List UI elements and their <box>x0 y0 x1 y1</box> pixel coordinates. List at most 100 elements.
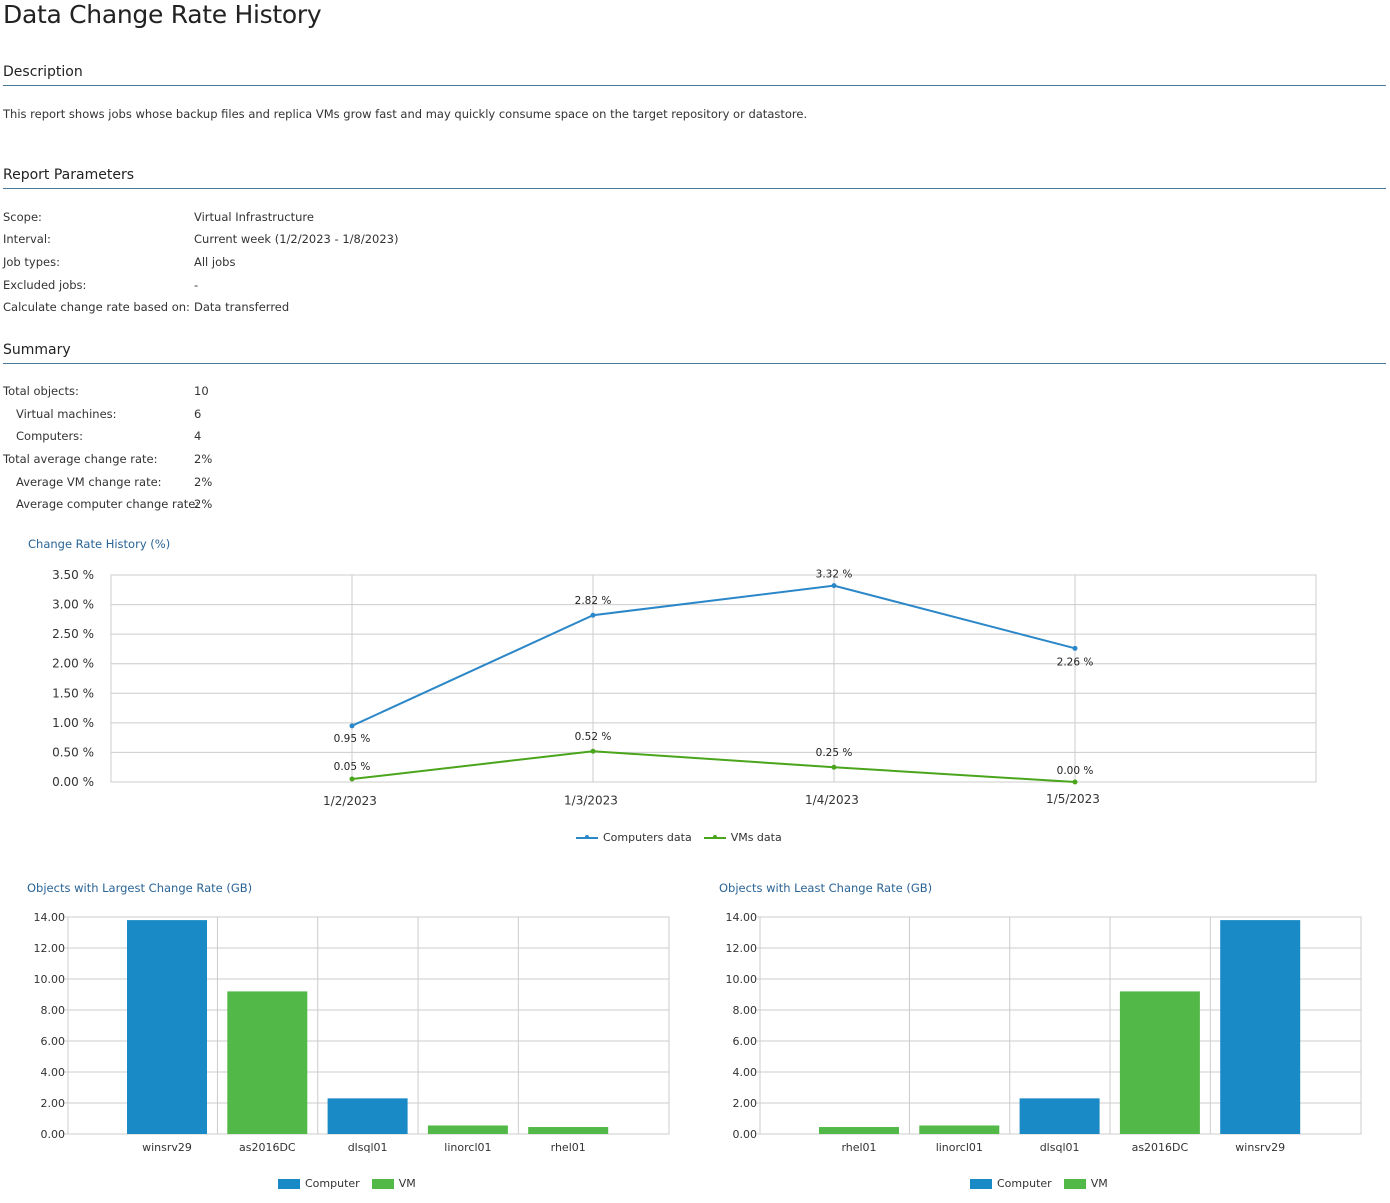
bar-dlsql01 <box>327 1098 408 1134</box>
summary-value-average-vm-change-rate: 2% <box>194 475 213 489</box>
data-point <box>349 776 355 782</box>
legend-label-vms-data: VMs data <box>730 831 782 844</box>
summary-label-total-objects: Total objects: <box>3 384 79 398</box>
data-point <box>831 583 837 589</box>
y-tick-label: 8.00 <box>733 1004 758 1017</box>
legend-item-vm: VM <box>371 1177 416 1190</box>
data-label: 0.52 % <box>575 731 612 743</box>
y-tick-label: 2.00 <box>733 1097 758 1110</box>
summary-heading: Summary <box>3 342 1386 364</box>
y-tick-label: 12.00 <box>726 942 758 955</box>
y-tick-label: 6.00 <box>41 1035 66 1048</box>
legend-swatch-vm <box>371 1178 394 1189</box>
param-value-job-types: All jobs <box>194 255 236 269</box>
legend-label-computers-data: Computers data <box>603 831 692 844</box>
data-point <box>590 612 596 618</box>
param-label-interval: Interval: <box>3 232 51 246</box>
legend-label-computer: Computer <box>997 1177 1052 1190</box>
y-tick-label: 4.00 <box>733 1066 758 1079</box>
param-value-interval: Current week (1/2/2023 - 1/8/2023) <box>194 232 399 246</box>
data-label: 3.32 % <box>816 569 853 581</box>
least-chart-legend: Computer VM <box>970 1177 1120 1190</box>
bar-rhel01 <box>528 1127 609 1134</box>
summary-value-virtual-machines: 6 <box>194 407 202 421</box>
x-tick-label: rhel01 <box>841 1141 876 1154</box>
y-tick-label: 0.00 % <box>52 775 94 789</box>
legend-item-computer: Computer <box>970 1177 1052 1190</box>
least-change-rate-chart: 0.00 2.00 4.00 6.00 8.00 10.00 12.00 14.00 rhel0… <box>726 911 1362 1154</box>
param-value-change-rate-basis: Data transferred <box>194 300 290 314</box>
bar-winsrv29 <box>127 920 207 1134</box>
legend-item-vm: VM <box>1063 1177 1108 1190</box>
y-tick-label: 14.00 <box>726 911 758 924</box>
x-tick-label: winsrv29 <box>142 1141 192 1154</box>
y-tick-label: 12.00 <box>34 942 66 955</box>
bar-rhel01 <box>819 1127 899 1134</box>
param-value-scope: Virtual Infrastructure <box>194 210 314 224</box>
legend-label-vm: VM <box>398 1177 416 1190</box>
series-line-computers-data <box>351 584 1076 727</box>
summary-value-average-computer-change-rate: 2% <box>194 497 213 511</box>
page-title: Data Change Rate History <box>3 0 322 29</box>
line-chart-title: Change Rate History (%) <box>28 537 171 551</box>
y-tick-label: 14.00 <box>34 911 66 924</box>
bar-linorcl01 <box>919 1125 1000 1134</box>
summary-label-average-computer-change-rate: Average computer change rate: <box>16 497 200 511</box>
summary-label-computers: Computers: <box>16 429 84 443</box>
plot-frame <box>110 574 1317 783</box>
y-tick-label: 3.50 % <box>52 568 94 582</box>
param-label-job-types: Job types: <box>3 255 60 269</box>
data-point <box>590 748 596 754</box>
x-tick-label: 1/2/2023 <box>323 794 377 808</box>
data-point <box>349 723 355 729</box>
bar-winsrv29 <box>1220 920 1301 1134</box>
y-tick-label: 1.50 % <box>52 686 94 700</box>
description-text: This report shows jobs whose backup file… <box>3 107 808 121</box>
param-label-scope: Scope: <box>3 210 42 224</box>
x-tick-label: 1/5/2023 <box>1046 792 1100 806</box>
x-tick-label: dlsql01 <box>348 1141 388 1154</box>
data-label: 0.05 % <box>334 761 371 773</box>
y-tick-label: 10.00 <box>34 973 66 986</box>
y-tick-label: 2.00 <box>41 1097 66 1110</box>
x-tick-label: winsrv29 <box>1235 1141 1285 1154</box>
data-point <box>1072 779 1078 785</box>
param-label-change-rate-basis: Calculate change rate based on: <box>3 300 190 314</box>
data-point <box>1072 645 1078 651</box>
summary-label-average-vm-change-rate: Average VM change rate: <box>16 475 162 489</box>
y-tick-label: 10.00 <box>726 973 758 986</box>
largest-change-rate-chart: 0.00 2.00 4.00 6.00 8.00 10.00 12.00 14.00 winsr… <box>34 911 670 1154</box>
legend-label-computer: Computer <box>305 1177 360 1190</box>
x-tick-label: as2016DC <box>1132 1141 1189 1154</box>
summary-value-computers: 4 <box>194 429 202 443</box>
data-label: 0.25 % <box>816 747 853 759</box>
legend-swatch-computer <box>278 1178 300 1189</box>
summary-value-total-average-change-rate: 2% <box>194 452 213 466</box>
legend-swatch-computers-data <box>576 835 598 839</box>
y-tick-label: 3.00 % <box>52 598 94 612</box>
x-tick-label: as2016DC <box>239 1141 296 1154</box>
line-chart-legend: Computers data VMs data <box>576 831 794 844</box>
y-tick-label: 6.00 <box>733 1035 758 1048</box>
x-tick-label: rhel01 <box>551 1141 586 1154</box>
bar-as2016DC <box>227 991 308 1134</box>
x-tick-label: dlsql01 <box>1040 1141 1080 1154</box>
y-tick-label: 4.00 <box>41 1066 66 1079</box>
data-label: 0.00 % <box>1057 765 1094 777</box>
y-tick-label: 0.00 <box>41 1128 66 1141</box>
least-chart-title: Objects with Least Change Rate (GB) <box>719 881 933 895</box>
data-label: 2.26 % <box>1057 656 1094 668</box>
y-tick-label: 8.00 <box>41 1004 66 1017</box>
legend-swatch-vms-data <box>703 835 726 839</box>
change-rate-history-chart: 0.00 % 0.50 % 1.00 % 1.50 % 2.00 % 2.50 % 3.00… <box>52 568 1317 808</box>
summary-label-virtual-machines: Virtual machines: <box>16 407 117 421</box>
bar-as2016DC <box>1119 991 1200 1134</box>
legend-item-computer: Computer <box>278 1177 360 1190</box>
legend-swatch-computer <box>970 1178 992 1189</box>
y-tick-label: 2.50 % <box>52 627 94 641</box>
param-value-excluded-jobs: - <box>194 278 199 292</box>
legend-item-computers-data: Computers data <box>576 831 692 844</box>
x-tick-label: 1/3/2023 <box>564 793 618 807</box>
legend-item-vms-data: VMs data <box>703 831 782 844</box>
data-point <box>831 764 837 770</box>
